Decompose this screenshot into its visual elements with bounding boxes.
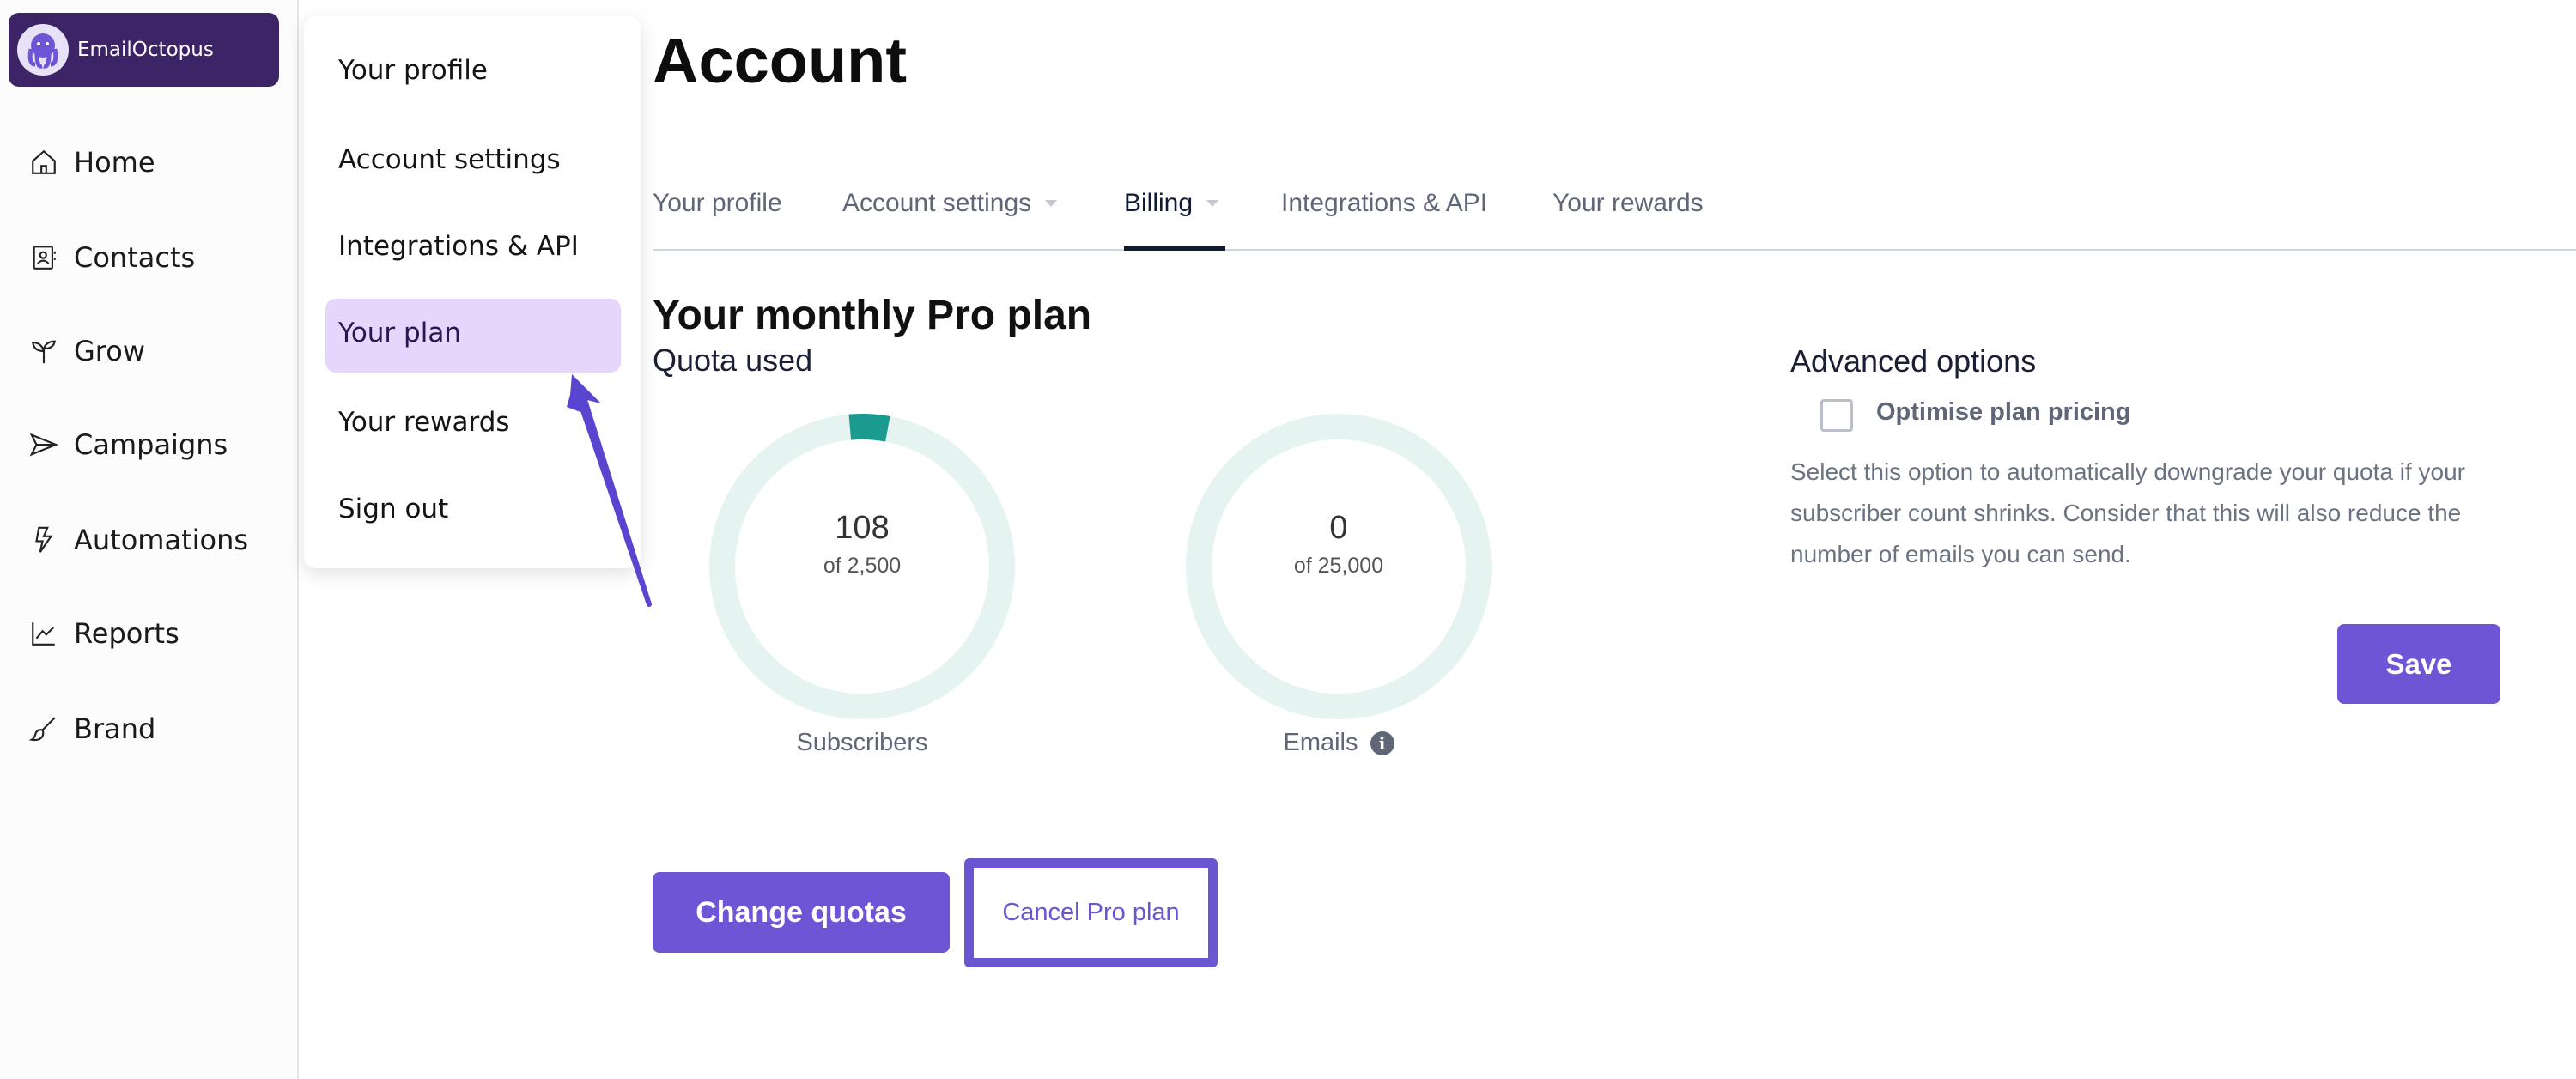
emails-donut [1186,414,1492,719]
optimise-pricing-checkbox[interactable] [1820,399,1853,432]
tab-label: Your profile [653,189,782,217]
annotation-arrow-icon [567,374,652,607]
menu-item-your-rewards[interactable]: Your rewards [338,407,510,438]
caret-down-icon [1045,200,1058,207]
active-tab-indicator [1124,246,1225,251]
tab-account-settings[interactable]: Account settings [842,189,1058,218]
octopus-logo-icon [17,24,69,76]
sidebar-item-label: Brand [74,712,156,745]
page-title: Account [653,25,907,96]
label-text: Subscribers [796,729,928,756]
tabs-divider [653,249,2576,251]
emails-total: of 25,000 [1293,554,1384,578]
emails-label: Emails i [1186,729,1492,757]
change-quotas-button[interactable]: Change quotas [653,872,950,953]
sidebar-item-contacts[interactable]: Contacts [29,236,195,279]
brush-icon [29,717,56,742]
home-icon [32,149,56,174]
lightning-icon [35,526,53,553]
optimise-pricing-label[interactable]: Optimise plan pricing [1876,398,2131,426]
sidebar-item-reports[interactable]: Reports [29,612,179,655]
tab-your-rewards[interactable]: Your rewards [1552,189,1704,218]
subscribers-donut [709,414,1015,719]
optimise-pricing-description: Select this option to automatically down… [1790,458,2466,567]
save-button[interactable]: Save [2337,624,2500,704]
info-icon[interactable]: i [1370,730,1394,755]
plan-heading: Your monthly Pro plan [653,293,1092,338]
chart-line-icon [32,622,55,646]
brand-name: EmailOctopus [77,39,214,61]
label-text: Emails [1283,729,1358,756]
sidebar-item-home[interactable]: Home [29,141,155,184]
contacts-icon [33,246,56,270]
subscribers-label: Subscribers [709,729,1015,757]
sprout-icon [32,340,57,364]
sidebar-item-label: Automations [74,524,249,556]
sidebar-item-label: Contacts [74,241,196,274]
account-dropdown-menu: Your profile Account settings Integratio… [304,16,641,568]
sidebar-item-automations[interactable]: Automations [29,518,248,561]
donut-used-arc [709,414,1015,719]
menu-item-integrations-api[interactable]: Integrations & API [338,231,579,262]
tab-label: Your rewards [1552,189,1704,217]
sidebar-item-label: Grow [74,335,145,367]
tab-label: Account settings [842,189,1032,217]
account-switcher[interactable]: EmailOctopus [9,13,279,87]
send-icon [29,433,58,457]
tab-billing[interactable]: Billing [1124,189,1219,218]
menu-item-account-settings[interactable]: Account settings [338,144,561,175]
sidebar-item-label: Reports [74,617,179,650]
subscribers-total: of 2,500 [823,554,902,578]
menu-item-your-profile[interactable]: Your profile [338,55,488,86]
caret-down-icon [1206,200,1219,207]
sidebar: EmailOctopus Home Contacts Grow Campaign… [0,0,299,1079]
tab-label: Billing [1124,189,1194,217]
tab-label: Integrations & API [1281,189,1488,217]
sidebar-item-label: Campaigns [74,428,228,461]
cancel-pro-plan-button[interactable]: Cancel Pro plan [964,858,1218,967]
menu-highlight [325,299,621,373]
menu-item-your-plan[interactable]: Your plan [338,318,461,349]
sidebar-item-brand[interactable]: Brand [29,707,155,750]
tab-integrations-api[interactable]: Integrations & API [1281,189,1487,218]
menu-item-sign-out[interactable]: Sign out [338,494,449,524]
emails-value: 0 [1329,510,1348,546]
sidebar-item-grow[interactable]: Grow [29,330,145,373]
donut-track [1186,414,1492,719]
tab-your-profile[interactable]: Your profile [653,189,782,218]
advanced-options-heading: Advanced options [1790,343,2037,379]
sidebar-item-label: Home [74,146,155,179]
sidebar-item-campaigns[interactable]: Campaigns [29,423,228,466]
quota-heading: Quota used [653,342,813,378]
subscribers-value: 108 [835,510,890,546]
